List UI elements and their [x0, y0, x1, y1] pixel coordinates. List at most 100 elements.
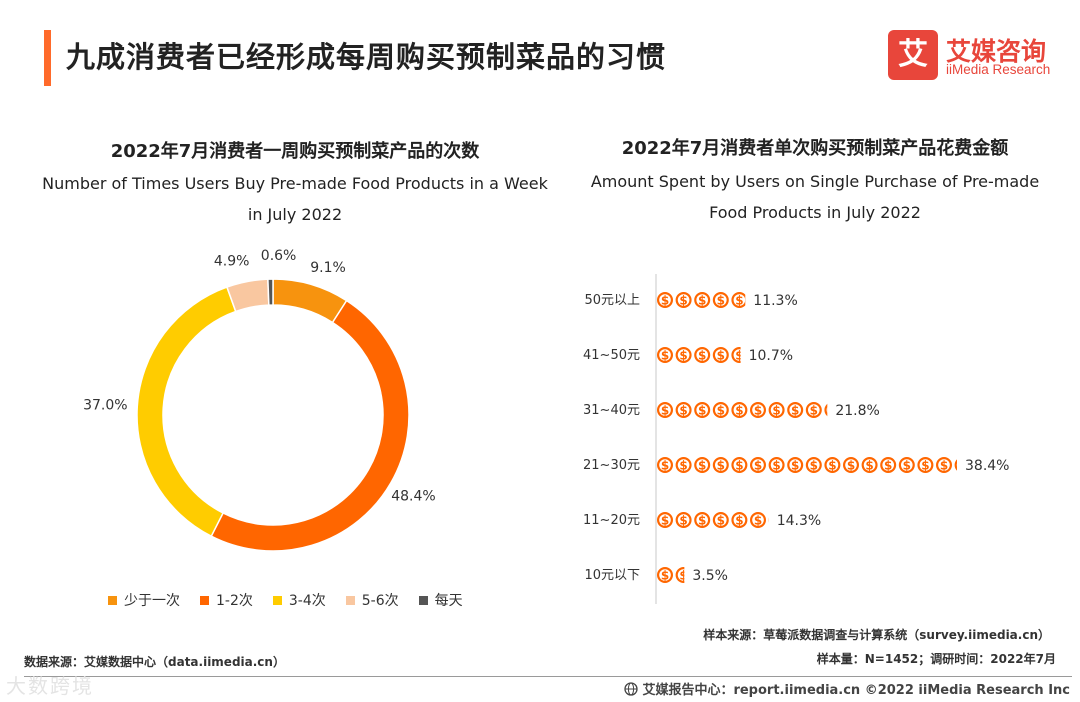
bar-value-label-3: 38.4%	[965, 458, 1009, 474]
dollar-coin-icon: $	[657, 292, 673, 308]
donut-value-label-0: 9.1%	[310, 260, 346, 276]
dollar-coin-icon: $	[750, 457, 766, 473]
dollar-coin-icon: $	[657, 457, 673, 473]
dollar-coin-icon: $	[787, 457, 804, 473]
donut-value-label-2: 37.0%	[83, 397, 127, 413]
svg-text:$: $	[717, 459, 725, 473]
legend-label-4: 每天	[434, 593, 463, 609]
dollar-coin-icon: $	[712, 512, 729, 528]
logo-name-en: iiMedia Research	[946, 62, 1051, 77]
footer-report: 艾媒报告中心：report.iimedia.cn ©2022 iiMedia R…	[624, 679, 1070, 698]
brand-logo: 艾 艾媒咨询 iiMedia Research	[888, 30, 1058, 82]
dollar-coin-icon: $	[694, 512, 711, 528]
dollar-coin-icon: $	[675, 402, 692, 418]
category-label-4: 11~20元	[583, 513, 640, 528]
category-label-0: 50元以上	[584, 293, 640, 308]
svg-text:$: $	[679, 569, 687, 583]
legend-item-3: 5-6次	[345, 590, 399, 610]
dollar-coin-icon: $	[657, 512, 673, 528]
dollar-coin-icon: $	[712, 402, 729, 418]
svg-text:$: $	[717, 349, 725, 363]
svg-text:$: $	[735, 514, 743, 528]
dollar-coin-icon: $	[657, 347, 673, 363]
right-chart-title-cn: 2022年7月消费者单次购买预制菜产品花费金额	[621, 138, 1009, 159]
donut-slice-2	[136, 286, 237, 538]
bar-value-label-2: 21.8%	[835, 403, 879, 419]
legend-swatch-2	[272, 595, 282, 605]
donut-slice-0	[272, 278, 348, 324]
svg-text:$: $	[698, 514, 706, 528]
dollar-coin-icon: $	[750, 512, 766, 528]
dollar-coin-icon: $	[694, 402, 711, 418]
legend-item-4: 每天	[418, 590, 463, 610]
svg-text:$: $	[698, 349, 706, 363]
category-label-3: 21~30元	[583, 458, 640, 473]
pictograph-bar-4: $ $ $ $ $ $ $	[657, 512, 769, 528]
data-source: 数据来源：艾媒数据中心（data.iimedia.cn）	[24, 655, 285, 669]
pictograph-bar-chart: 50元以上 $ $ $ $ $11.3%41~50元 $ $ $ $ $10.7%31~40元 $ $ $…	[583, 274, 1009, 604]
svg-text:$: $	[754, 459, 762, 473]
svg-text:$: $	[661, 459, 669, 473]
svg-text:$: $	[717, 404, 725, 418]
bar-value-label-0: 11.3%	[753, 293, 797, 309]
dollar-coin-icon: $	[675, 347, 692, 363]
dollar-coin-icon: $	[768, 402, 785, 418]
legend-label-1: 1-2次	[216, 593, 253, 609]
svg-text:$: $	[679, 514, 687, 528]
svg-text:$: $	[735, 459, 743, 473]
legend-label-2: 3-4次	[288, 593, 326, 609]
svg-text:$: $	[772, 404, 780, 418]
legend-swatch-1	[200, 595, 209, 605]
dollar-coin-icon: $	[805, 402, 822, 418]
svg-text:$: $	[661, 404, 669, 418]
svg-text:$: $	[828, 459, 836, 473]
dollar-coin-icon: $	[768, 518, 769, 522]
watermark: 大数跨境	[6, 674, 94, 698]
svg-text:$: $	[735, 294, 743, 308]
donut-slice-4	[267, 278, 274, 306]
svg-text:$: $	[661, 294, 669, 308]
svg-text:$: $	[903, 459, 911, 473]
svg-text:$: $	[698, 294, 706, 308]
svg-text:$: $	[754, 404, 762, 418]
dollar-coin-icon: $	[731, 347, 743, 363]
pictograph-bar-0: $ $ $ $ $	[657, 292, 746, 308]
dollar-coin-icon: $	[712, 347, 729, 363]
dollar-coin-icon: $	[750, 402, 766, 418]
svg-text:$: $	[810, 404, 818, 418]
dollar-coin-icon: $	[824, 403, 828, 417]
donut-value-label-3: 4.9%	[214, 253, 250, 269]
svg-text:$: $	[791, 459, 799, 473]
dollar-coin-icon: $	[675, 567, 687, 583]
svg-text:$: $	[772, 459, 780, 473]
legend-item-2: 3-4次	[272, 590, 326, 610]
dollar-coin-icon: $	[861, 457, 878, 473]
dollar-coin-icon: $	[694, 292, 711, 308]
bar-value-label-5: 3.5%	[692, 568, 728, 584]
svg-text:$: $	[865, 459, 873, 473]
footer-divider	[24, 676, 1072, 677]
svg-text:$: $	[679, 404, 687, 418]
svg-text:$: $	[735, 404, 743, 418]
dollar-coin-icon: $	[694, 457, 711, 473]
title-accent-bar	[44, 30, 51, 86]
svg-text:$: $	[698, 404, 706, 418]
dollar-coin-icon: $	[731, 402, 748, 418]
donut-value-label-1: 48.4%	[391, 489, 435, 505]
pictograph-bar-2: $ $ $ $ $ $ $ $ $ $	[657, 402, 828, 418]
right-chart-title-en: Amount Spent by Users on Single Purchase…	[590, 172, 1040, 222]
left-chart-title-cn: 2022年7月消费者一周购买预制菜产品的次数	[110, 141, 480, 162]
svg-text:$: $	[679, 294, 687, 308]
category-label-2: 31~40元	[583, 403, 640, 418]
legend-label-0: 少于一次	[124, 593, 180, 609]
category-label-5: 10元以下	[584, 568, 640, 583]
svg-text:$: $	[921, 459, 929, 473]
pictograph-bar-5: $ $	[657, 567, 687, 583]
svg-text:$: $	[810, 459, 818, 473]
svg-text:$: $	[735, 349, 743, 363]
pictograph-bar-1: $ $ $ $ $	[657, 347, 743, 363]
svg-text:$: $	[791, 404, 799, 418]
donut-legend: 少于一次 1-2次 3-4次 5-6次 每天	[108, 590, 463, 610]
dollar-coin-icon: $	[731, 512, 748, 528]
dollar-coin-icon: $	[954, 459, 957, 471]
